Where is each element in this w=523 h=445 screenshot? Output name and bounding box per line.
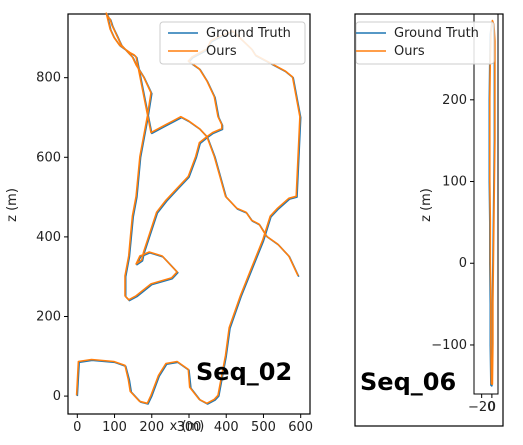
legend-label-ours: Ours [394, 44, 425, 59]
y-tick-label: 400 [36, 230, 61, 245]
y-tick-label: 800 [36, 71, 61, 86]
x-ticks: 0 100 200 300 400 500 600 [73, 414, 313, 435]
x-tick-label: 0 [488, 400, 496, 415]
series-lines [75, 12, 302, 405]
legend-label-ours: Ours [206, 44, 237, 59]
y-tick-label: −100 [431, 338, 467, 353]
legend-label-ground-truth: Ground Truth [206, 26, 291, 41]
axes-box [473, 13, 499, 395]
x-tick-label: −20 [468, 400, 495, 415]
y-tick-label: 600 [36, 150, 61, 165]
y-tick-label: 0 [53, 389, 61, 404]
y-ticks: −100 0 100 200 [431, 93, 474, 353]
x-tick-label: 0 [73, 420, 81, 435]
x-tick-label: 600 [288, 420, 313, 435]
legend: Ground Truth Ours [159, 21, 306, 65]
x-ticks: −200 [468, 394, 496, 415]
y-tick-label: 200 [442, 93, 467, 108]
y-ticks: 0 200 400 600 800 [36, 71, 68, 404]
y-axis-label: z (m) [5, 188, 20, 222]
y-axis-label: z (m) [419, 188, 434, 222]
legend-box [355, 21, 495, 65]
sequence-label: Seq_02 [196, 358, 292, 386]
legend: Ground Truth Ours [355, 21, 495, 65]
x-tick-label: 400 [214, 420, 239, 435]
plot-frame [67, 13, 311, 415]
y-tick-label: 100 [442, 175, 467, 190]
x-tick-label: 500 [251, 420, 276, 435]
x-tick-label: 200 [139, 420, 164, 435]
plot-frame [354, 13, 504, 427]
sequence-label: Seq_06 [360, 368, 456, 396]
y-tick-label: 200 [36, 309, 61, 324]
y-tick-label: 0 [459, 256, 467, 271]
x-tick-label: 100 [102, 420, 127, 435]
legend-label-ground-truth: Ground Truth [394, 26, 479, 41]
x-tick-label: 300 [177, 420, 202, 435]
series-line-ours [75, 12, 301, 405]
x-axis-label: x (m) [170, 419, 205, 434]
